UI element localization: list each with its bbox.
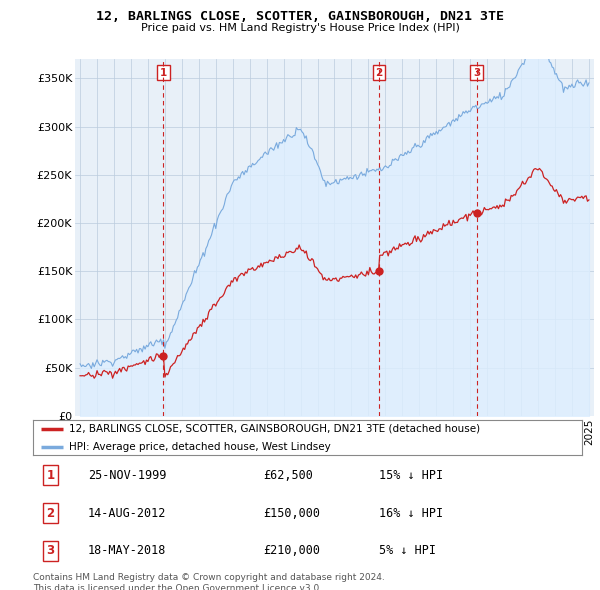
Text: 5% ↓ HPI: 5% ↓ HPI	[379, 544, 436, 558]
Text: 3: 3	[473, 67, 480, 77]
Text: 1: 1	[47, 468, 55, 482]
Text: Price paid vs. HM Land Registry's House Price Index (HPI): Price paid vs. HM Land Registry's House …	[140, 24, 460, 33]
Text: 1: 1	[160, 67, 167, 77]
Text: 2: 2	[47, 506, 55, 520]
Text: 15% ↓ HPI: 15% ↓ HPI	[379, 468, 443, 482]
Text: 3: 3	[47, 544, 55, 558]
Text: Contains HM Land Registry data © Crown copyright and database right 2024.
This d: Contains HM Land Registry data © Crown c…	[33, 573, 385, 590]
Text: 12, BARLINGS CLOSE, SCOTTER, GAINSBOROUGH, DN21 3TE: 12, BARLINGS CLOSE, SCOTTER, GAINSBOROUG…	[96, 10, 504, 23]
Text: 18-MAY-2018: 18-MAY-2018	[88, 544, 166, 558]
Text: £150,000: £150,000	[263, 506, 320, 520]
Text: HPI: Average price, detached house, West Lindsey: HPI: Average price, detached house, West…	[68, 442, 331, 451]
Text: 25-NOV-1999: 25-NOV-1999	[88, 468, 166, 482]
Text: £210,000: £210,000	[263, 544, 320, 558]
Text: 14-AUG-2012: 14-AUG-2012	[88, 506, 166, 520]
Text: 2: 2	[376, 67, 383, 77]
Text: £62,500: £62,500	[263, 468, 313, 482]
Text: 16% ↓ HPI: 16% ↓ HPI	[379, 506, 443, 520]
Text: 12, BARLINGS CLOSE, SCOTTER, GAINSBOROUGH, DN21 3TE (detached house): 12, BARLINGS CLOSE, SCOTTER, GAINSBOROUG…	[68, 424, 480, 434]
